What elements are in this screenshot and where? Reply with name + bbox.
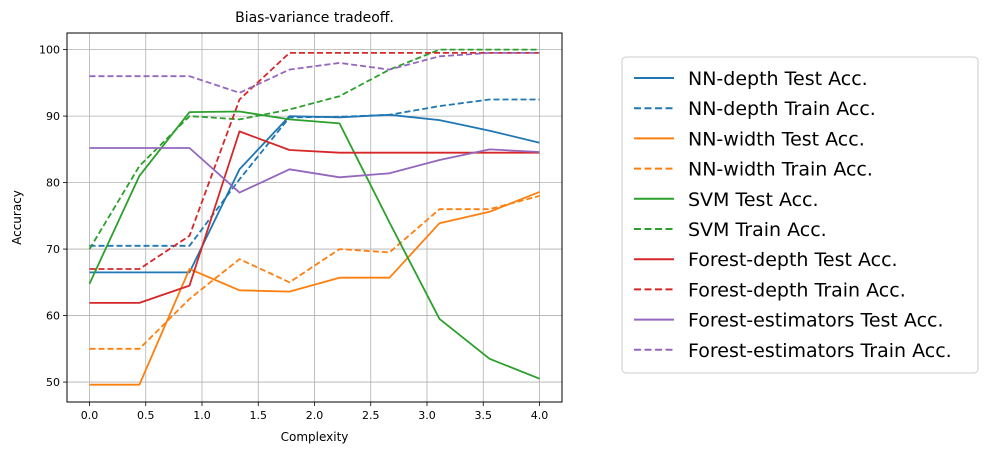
series-line-nn-depth-test-acc: [89, 113, 540, 274]
x-tick-label: 2.5: [362, 409, 380, 422]
legend-label: SVM Test Acc.: [688, 189, 819, 211]
grid-layer: [67, 33, 562, 402]
x-tick-label: 3.5: [475, 409, 493, 422]
series-line-nn-width-train-acc: [89, 195, 540, 350]
x-tick-label: 4.0: [531, 409, 549, 422]
y-tick-label: 50: [46, 376, 60, 389]
series-line-forest-depth-train-acc: [89, 52, 540, 270]
series-line-forest-estimators-train-acc: [89, 52, 540, 94]
y-tick-label: 90: [46, 110, 60, 123]
chart-title: Bias-variance tradeoff.: [235, 10, 394, 26]
series-line-svm-train-acc: [88, 48, 540, 250]
y-tick-label: 60: [46, 310, 60, 323]
series-line-svm-test-acc: [88, 110, 540, 380]
x-tick-label: 3.0: [418, 409, 436, 422]
tick-layer: 0.0 0.5 1.0 1.5 2.0 2.5 3.0 3.5 4.0 50 60 70 80 90 100: [39, 44, 548, 422]
legend-label: Forest-estimators Test Acc.: [688, 310, 944, 332]
x-tick-label: 1.5: [250, 409, 268, 422]
legend-frame: [621, 56, 979, 374]
series-layer: [88, 48, 540, 386]
legend-label: Forest-depth Train Acc.: [688, 279, 906, 301]
x-tick-label: 2.0: [306, 409, 324, 422]
x-axis-label: Complexity: [281, 430, 349, 444]
x-tick-label: 0.5: [137, 409, 155, 422]
y-axis-label: Accuracy: [10, 190, 24, 245]
series-line-nn-width-test-acc: [89, 191, 540, 386]
y-tick-label: 70: [46, 243, 60, 256]
legend-label: NN-width Train Acc.: [688, 159, 873, 181]
legend-label: Forest-depth Test Acc.: [688, 249, 898, 271]
y-tick-label: 80: [46, 177, 60, 190]
legend-label: NN-width Test Acc.: [688, 128, 865, 150]
legend-label: NN-depth Test Acc.: [688, 68, 868, 90]
legend: NN-depth Test Acc. NN-depth Train Acc. NN-…: [621, 56, 979, 374]
x-tick-label: 0.0: [81, 409, 99, 422]
legend-label: SVM Train Acc.: [688, 219, 827, 241]
series-line-forest-depth-test-acc: [89, 130, 540, 304]
y-tick-label: 100: [39, 44, 60, 57]
x-tick-label: 1.0: [193, 409, 211, 422]
series-line-nn-depth-train-acc: [89, 98, 540, 247]
legend-label: Forest-estimators Train Acc.: [688, 340, 952, 362]
legend-label: NN-depth Train Acc.: [688, 98, 876, 120]
series-line-forest-estimators-test-acc: [89, 147, 540, 194]
